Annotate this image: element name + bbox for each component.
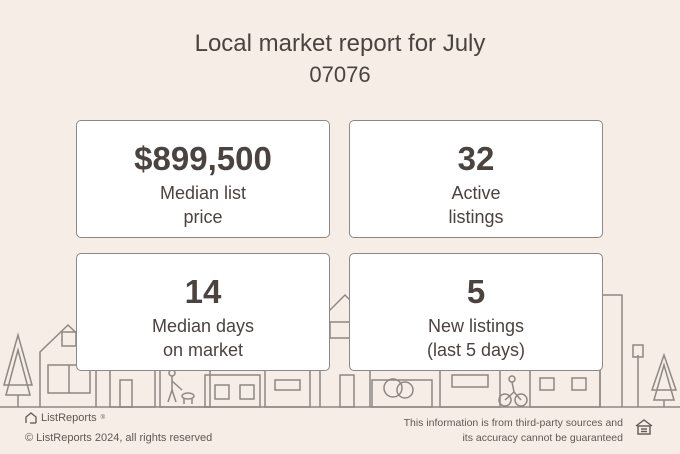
stat-label: Median list price [159, 183, 247, 227]
stat-value: 5 [466, 273, 486, 310]
stat-label: New listings (last 5 days) [426, 316, 526, 360]
house-row-icon [109, 364, 311, 408]
stat-label: Active listings [448, 183, 504, 227]
stat-value: 14 [184, 273, 222, 310]
brand-name: ListReports [41, 412, 97, 424]
street-lamp-icon [632, 344, 644, 407]
report-title: Local market report for July [194, 30, 486, 57]
tree-left-icon [3, 332, 33, 407]
brand-mark: ® [100, 415, 106, 421]
house-logo-icon [25, 412, 37, 424]
disclaimer-text: This information is from third-party sou… [403, 417, 623, 444]
stat-card-active-listings: 32 Active listings [349, 120, 603, 238]
stat-card-median-list-price: $899,500 Median list price [76, 120, 330, 238]
listreports-logo: ListReports ® [25, 412, 105, 424]
person-walking-dog-icon [167, 369, 195, 404]
stat-value: 32 [457, 140, 495, 177]
stat-card-median-days-on-market: 14 Median days on market [76, 253, 330, 371]
cyclist-icon [498, 375, 528, 407]
report-zip-code: 07076 [309, 62, 371, 87]
copyright-text: © ListReports 2024, all rights reserved [25, 432, 213, 444]
stat-value: $899,500 [134, 140, 272, 177]
stat-card-new-listings: 5 New listings (last 5 days) [349, 253, 603, 371]
equal-housing-icon [635, 419, 653, 435]
tree-right-icon [650, 352, 678, 407]
stat-label: Median days on market [151, 316, 255, 360]
